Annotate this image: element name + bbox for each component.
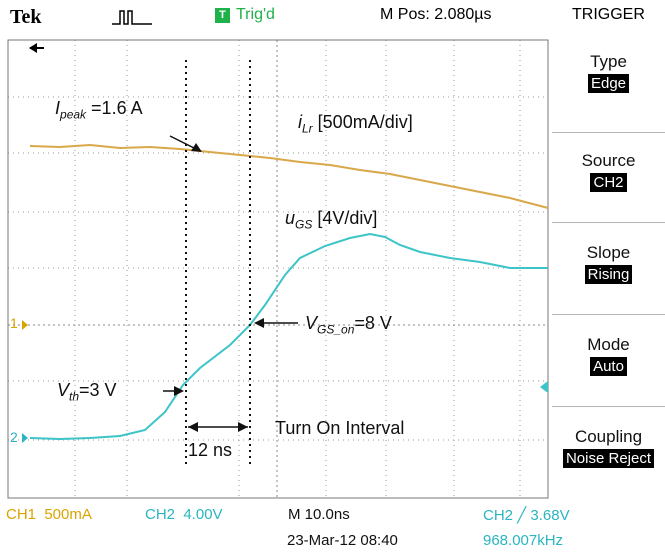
vgs-on-label: VGS_on=8 V	[305, 313, 392, 337]
menu-source-button[interactable]: Source CH2	[552, 132, 665, 223]
horizontal-position: M Pos: 2.080µs	[380, 6, 492, 23]
menu-title: TRIGGER	[572, 6, 645, 23]
trigger-badge: T	[215, 8, 230, 23]
menu-slope-button[interactable]: Slope Rising	[552, 222, 665, 315]
ilr-scale-label: iLr [500mA/div]	[298, 112, 413, 136]
ch1-current-trace	[29, 143, 549, 209]
menu-coupling-button[interactable]: Coupling Noise Reject	[552, 406, 665, 499]
menu-mode-button[interactable]: Mode Auto	[552, 314, 665, 407]
trigger-level: CH2 ╱ 3.68V	[483, 507, 570, 524]
trigger-status: Trig'd	[236, 6, 275, 23]
timebase: M 10.0ns	[288, 506, 350, 523]
peak-current-label: Ipeak =1.6 A	[55, 98, 143, 122]
menu-mode-value: Auto	[590, 357, 627, 376]
graticule	[8, 40, 548, 498]
pulse-icon	[112, 10, 152, 25]
trigger-frequency: 968.007kHz	[483, 532, 564, 549]
interval-label: Turn On Interval	[275, 418, 405, 438]
ch2-gate-trace	[29, 232, 548, 441]
ch2-scale: CH2 4.00V	[145, 506, 223, 523]
menu-type-value: Edge	[587, 74, 630, 93]
ch2-marker-icon	[22, 433, 28, 443]
menu-source-value: CH2	[590, 173, 627, 192]
ch1-marker: 1	[10, 315, 18, 331]
interval-duration: 12 ns	[188, 440, 233, 460]
date-time: 23-Mar-12 08:40	[287, 532, 398, 549]
ch1-marker-icon	[22, 320, 28, 330]
ugs-scale-label: uGS [4V/div]	[285, 208, 378, 232]
menu-type-button[interactable]: Type Edge	[552, 42, 665, 132]
trigger-level-icon	[540, 381, 548, 393]
brand-logo: Tek	[10, 6, 42, 28]
menu-slope-value: Rising	[584, 265, 633, 284]
waveform-display	[7, 39, 549, 499]
vth-label: Vth=3 V	[57, 380, 117, 404]
ch2-marker: 2	[10, 429, 18, 445]
ch1-scale: CH1 500mA	[6, 506, 92, 523]
menu-coupling-value: Noise Reject	[562, 449, 655, 468]
